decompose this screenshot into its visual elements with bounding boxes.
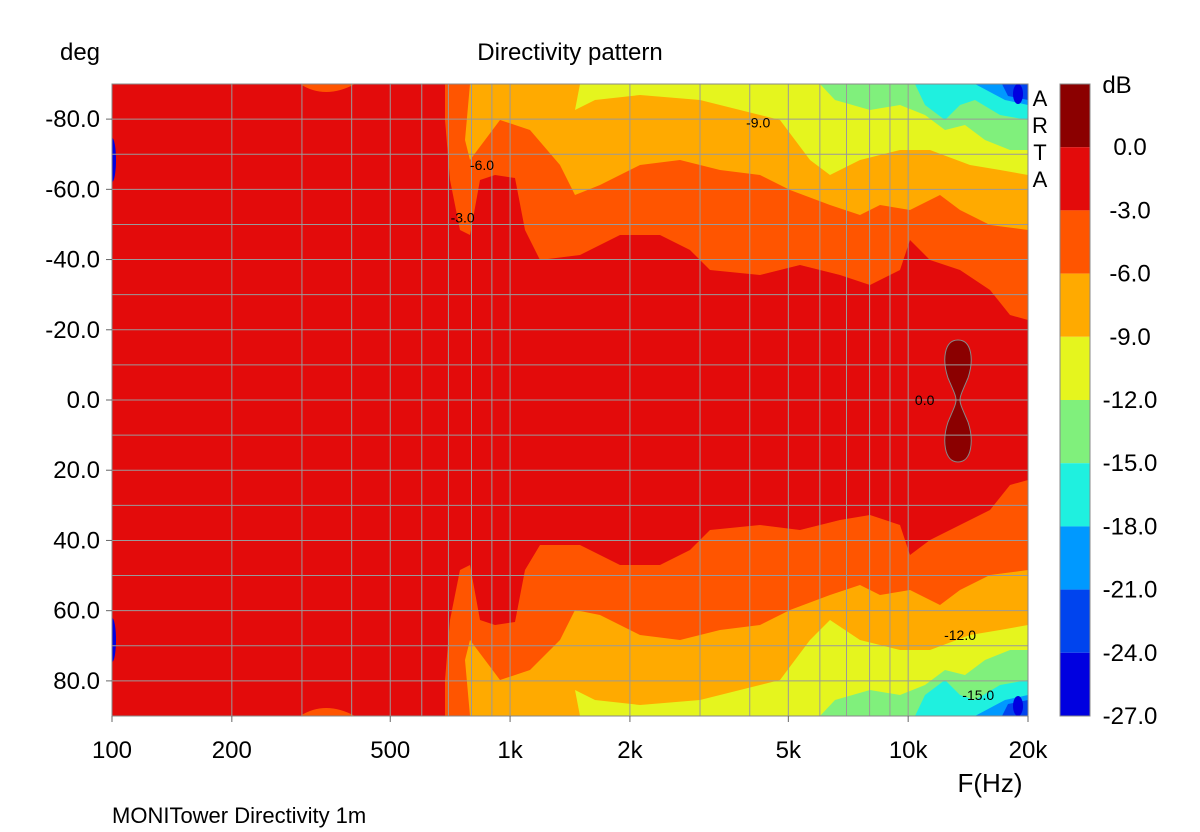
colorbar-level-label: -24.0 <box>1103 640 1158 667</box>
y-tick-labels: -80.0 -60.0 -40.0 -20.0 0.0 20.0 40.0 60.0 80.0 <box>45 106 112 695</box>
y-tick-label: 60.0 <box>53 598 100 625</box>
watermark-letter: A <box>1033 86 1048 111</box>
colorbar-swatch <box>1060 273 1090 337</box>
left-edge-lobe-bottom <box>112 618 116 662</box>
colorbar-unit-label: dB <box>1102 72 1131 99</box>
chart-title: Directivity pattern <box>477 39 662 66</box>
y-axis-label: deg <box>60 39 100 66</box>
contour-label: -3.0 <box>451 209 475 225</box>
colorbar-swatch <box>1060 589 1090 653</box>
x-tick-label: 2k <box>617 737 643 764</box>
colorbar-level-label: -9.0 <box>1109 324 1150 351</box>
region-0-db <box>944 339 972 463</box>
colorbar-level-label: -21.0 <box>1103 577 1158 604</box>
contour-label: -15.0 <box>962 687 994 703</box>
colorbar-swatch <box>1060 84 1090 148</box>
x-tick-label: 1k <box>497 737 523 764</box>
x-tick-label: 20k <box>1009 737 1049 764</box>
colorbar-swatch <box>1060 463 1090 527</box>
watermark-letter: A <box>1033 167 1048 192</box>
colorbar-level-label: -18.0 <box>1103 513 1158 540</box>
colorbar-level-label: -15.0 <box>1103 450 1158 477</box>
grid <box>112 84 1028 716</box>
x-tick-labels: 100 200 500 1k 2k 5k 10k 20k <box>92 716 1048 764</box>
y-tick-label: -60.0 <box>45 176 100 203</box>
x-tick-label: 200 <box>212 737 252 764</box>
watermark-letter: R <box>1032 113 1048 138</box>
x-tick-label: 100 <box>92 737 132 764</box>
colorbar-level-label: -12.0 <box>1103 387 1158 414</box>
colorbar-swatch <box>1060 526 1090 590</box>
x-tick-label: 500 <box>370 737 410 764</box>
y-tick-label: 20.0 <box>53 457 100 484</box>
y-tick-label: 0.0 <box>67 387 100 414</box>
y-tick-label: 80.0 <box>53 668 100 695</box>
x-tick-label: 5k <box>776 737 802 764</box>
colorbar-swatch <box>1060 210 1090 274</box>
colorbar-level-label: -3.0 <box>1109 197 1150 224</box>
contour-label: -9.0 <box>746 115 770 131</box>
colorbar-swatch <box>1060 400 1090 464</box>
left-edge-lobe-top <box>112 138 116 182</box>
contour-label: -12.0 <box>944 627 976 643</box>
region-minus-6-top-bump <box>300 84 355 92</box>
region-minus-27-bottom <box>1013 696 1023 716</box>
contour-label: 0.0 <box>915 392 935 408</box>
colorbar-level-label: -6.0 <box>1109 261 1150 288</box>
x-tick-label: 10k <box>889 737 929 764</box>
y-tick-label: -80.0 <box>45 106 100 133</box>
colorbar: 0.0 -3.0 -6.0 -9.0 -12.0 -15.0 -18.0 -21.0 -24.0… <box>1059 83 1158 730</box>
colorbar-swatch <box>1060 336 1090 400</box>
y-tick-label: -20.0 <box>45 317 100 344</box>
region-minus-27-top <box>1013 84 1023 104</box>
y-tick-label: -40.0 <box>45 247 100 274</box>
colorbar-level-label: 0.0 <box>1113 134 1146 161</box>
x-axis-label: F(Hz) <box>958 768 1023 798</box>
colorbar-frame <box>1059 83 1091 717</box>
contour-label: -6.0 <box>470 157 494 173</box>
colorbar-level-label: -27.0 <box>1103 703 1158 730</box>
chart-caption: MONITower Directivity 1m <box>112 803 366 828</box>
colorbar-swatch <box>1060 652 1090 716</box>
colorbar-swatch <box>1060 147 1090 211</box>
contour-labels: -9.0 -6.0 -3.0 0.0 -12.0 -15.0 <box>451 115 995 703</box>
watermark-letter: T <box>1033 140 1046 165</box>
y-tick-label: 40.0 <box>53 527 100 554</box>
region-minus-6-bottom-bump <box>300 708 355 716</box>
